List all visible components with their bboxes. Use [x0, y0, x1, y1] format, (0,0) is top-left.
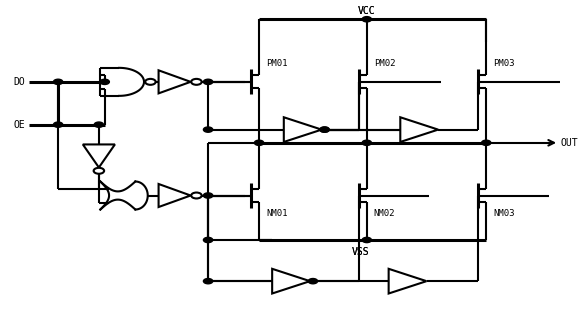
Circle shape: [482, 140, 491, 145]
Text: PM01: PM01: [266, 59, 288, 68]
Circle shape: [203, 237, 213, 243]
Text: VSS: VSS: [352, 248, 370, 258]
Text: PM03: PM03: [493, 59, 514, 68]
Circle shape: [191, 79, 202, 85]
Text: NM02: NM02: [374, 209, 395, 218]
Circle shape: [54, 122, 63, 127]
Text: OUT: OUT: [560, 138, 578, 148]
Circle shape: [320, 127, 329, 132]
Circle shape: [203, 193, 213, 198]
Circle shape: [145, 79, 156, 85]
Text: VCC: VCC: [358, 6, 376, 16]
Circle shape: [362, 237, 372, 243]
Circle shape: [362, 17, 372, 22]
Text: VCC: VCC: [358, 6, 376, 16]
Text: NM01: NM01: [266, 209, 288, 218]
Circle shape: [203, 79, 213, 84]
Circle shape: [255, 140, 263, 145]
Circle shape: [320, 127, 329, 132]
Circle shape: [203, 127, 213, 132]
Circle shape: [94, 122, 103, 127]
Text: DO: DO: [14, 77, 25, 87]
Text: PM02: PM02: [374, 59, 395, 68]
Text: OE: OE: [14, 120, 25, 130]
Circle shape: [54, 79, 63, 84]
Circle shape: [362, 140, 372, 145]
Circle shape: [308, 278, 318, 284]
Circle shape: [191, 193, 202, 198]
Circle shape: [203, 278, 213, 284]
Circle shape: [93, 168, 104, 174]
Text: VSS: VSS: [352, 248, 370, 258]
Circle shape: [100, 79, 109, 84]
Text: NM03: NM03: [493, 209, 514, 218]
